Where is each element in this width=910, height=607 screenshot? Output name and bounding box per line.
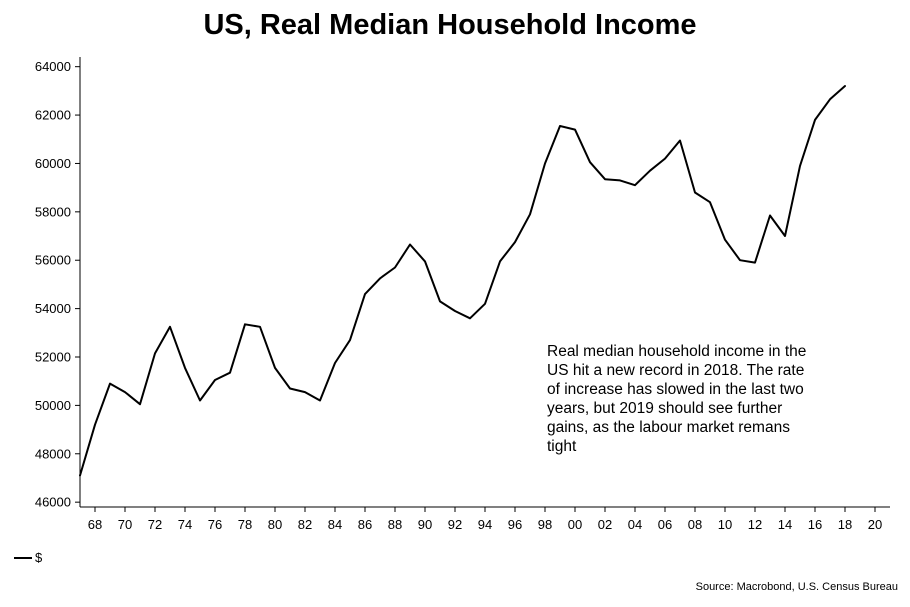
x-tick-label: 76 [208,517,222,532]
x-tick-label: 88 [388,517,402,532]
x-tick-label: 12 [748,517,762,532]
x-tick-label: 20 [868,517,882,532]
x-tick-label: 16 [808,517,822,532]
x-tick-label: 78 [238,517,252,532]
y-tick-label: 54000 [35,301,71,316]
x-tick-label: 06 [658,517,672,532]
series-layer [79,85,846,477]
x-tick-label: 04 [628,517,642,532]
x-tick-label: 08 [688,517,702,532]
x-tick-label: 00 [568,517,582,532]
chart-annotation: Real median household income in the US h… [547,343,807,455]
chart-title: US, Real Median Household Income [203,9,697,41]
x-tick-label: 18 [838,517,852,532]
legend-swatch [14,556,32,559]
y-tick-label: 52000 [35,350,71,365]
x-tick-label: 02 [598,517,612,532]
y-tick-label: 56000 [35,253,71,268]
legend: $ [14,550,42,565]
y-tick-label: 60000 [35,156,71,171]
series-line-0 [79,85,846,477]
x-tick-label: 86 [358,517,372,532]
x-tick-label: 14 [778,517,792,532]
x-tick-label: 90 [418,517,432,532]
y-axis-ticks: 46000 48000 50000 52000 54000 56000 58000 60000… [35,59,80,510]
x-tick-label: 96 [508,517,522,532]
y-tick-label: 46000 [35,495,71,510]
x-tick-label: 84 [328,517,342,532]
x-tick-label: 80 [268,517,282,532]
source-note: Source: Macrobond, U.S. Census Bureau [695,581,898,593]
x-tick-label: 98 [538,517,552,532]
x-tick-label: 10 [718,517,732,532]
y-tick-label: 48000 [35,446,71,461]
y-tick-label: 58000 [35,204,71,219]
x-tick-label: 82 [298,517,312,532]
x-tick-label: 92 [448,517,462,532]
x-axis-ticks: 68 70 72 74 76 78 80 82 84 86 88 90 92 94 96 98 00 02 04 06… [88,507,882,532]
x-tick-label: 74 [178,517,192,532]
x-tick-label: 68 [88,517,102,532]
x-tick-label: 72 [148,517,162,532]
x-tick-label: 94 [478,517,492,532]
y-tick-label: 62000 [35,108,71,123]
x-tick-label: 70 [118,517,132,532]
legend-label: $ [35,550,43,565]
y-tick-label: 64000 [35,59,71,74]
y-tick-label: 50000 [35,398,71,413]
